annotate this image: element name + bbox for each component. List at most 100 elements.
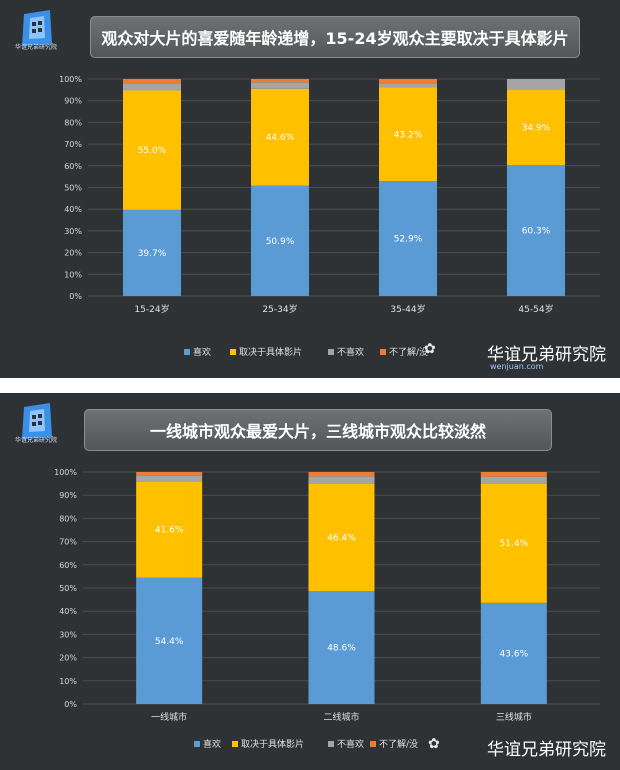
logo-text: 华谊兄弟研究院 xyxy=(14,437,57,444)
bar-segment xyxy=(379,83,437,88)
y-tick-label: 50% xyxy=(59,584,77,593)
bar-segment xyxy=(507,89,565,166)
legend-label: 取决于具体影片 xyxy=(241,738,304,750)
bar-segment xyxy=(251,88,309,186)
chart-title: 一线城市观众最爱大片，三线城市观众比较淡然 xyxy=(84,409,552,451)
logo-icon xyxy=(22,403,52,439)
legend-swatch xyxy=(370,741,376,747)
bar-segment xyxy=(308,476,375,484)
y-tick-label: 90% xyxy=(59,491,77,500)
category-label: 25-34岁 xyxy=(262,303,297,315)
y-tick-label: 30% xyxy=(59,630,77,639)
bar-segment xyxy=(507,79,565,90)
bar-segment xyxy=(308,472,375,477)
y-tick-label: 0% xyxy=(69,292,82,301)
data-label: 43.6% xyxy=(500,649,529,659)
logo-text: 华谊兄弟研究院 xyxy=(14,44,57,51)
legend-label: 喜欢 xyxy=(193,346,211,358)
data-label: 44.6% xyxy=(266,133,295,143)
watermark-text: 华谊兄弟研究院 xyxy=(487,740,606,760)
y-tick-label: 20% xyxy=(59,654,77,663)
data-label: 43.2% xyxy=(394,130,423,140)
y-tick-label: 20% xyxy=(64,249,82,258)
bar-segment xyxy=(480,483,547,603)
legend-swatch xyxy=(232,741,238,747)
bar-segment xyxy=(507,165,565,296)
legend-label: 不了解/没 xyxy=(379,738,418,750)
bar-segment xyxy=(251,79,309,83)
y-tick-label: 10% xyxy=(59,677,77,686)
wechat-icon: ✿ xyxy=(424,341,436,357)
data-label: 48.6% xyxy=(327,644,356,654)
chart-panel-city: 华谊兄弟研究院 一线城市观众最爱大片，三线城市观众比较淡然 0% 10% 20% 30… xyxy=(0,393,620,770)
y-tick-label: 100% xyxy=(59,75,82,84)
y-tick-label: 70% xyxy=(64,140,82,149)
data-label: 60.3% xyxy=(522,227,551,237)
y-tick-label: 80% xyxy=(64,118,82,127)
data-label: 39.7% xyxy=(138,249,167,259)
legend-swatch xyxy=(230,349,236,355)
data-label: 55.0% xyxy=(138,146,167,156)
data-label: 50.9% xyxy=(266,237,295,247)
bar-segment xyxy=(123,79,181,84)
chart-title: 观众对大片的喜爱随年龄递增，15-24岁观众主要取决于具体影片 xyxy=(90,16,580,58)
bar-segment xyxy=(136,472,203,476)
y-tick-label: 70% xyxy=(59,538,77,547)
bar-segment xyxy=(379,87,437,182)
y-tick-label: 60% xyxy=(59,561,77,570)
category-label: 45-54岁 xyxy=(518,303,553,315)
bar-segment xyxy=(123,83,181,91)
bar-segment xyxy=(251,185,309,296)
y-tick-label: 40% xyxy=(59,607,77,616)
legend-label: 不了解/没 xyxy=(389,346,428,358)
y-tick-label: 90% xyxy=(64,97,82,106)
data-label: 34.9% xyxy=(522,123,551,133)
bar-segment xyxy=(480,476,547,484)
data-label: 52.9% xyxy=(394,235,423,245)
legend-swatch xyxy=(380,349,386,355)
bar-segment xyxy=(136,481,203,578)
legend-swatch xyxy=(328,349,334,355)
bar-segment xyxy=(123,209,181,296)
category-label: 15-24岁 xyxy=(134,303,169,315)
bar-segment xyxy=(379,181,437,296)
data-label: 51.4% xyxy=(500,539,529,549)
y-tick-label: 60% xyxy=(64,162,82,171)
y-tick-label: 80% xyxy=(59,514,77,523)
y-tick-label: 30% xyxy=(64,227,82,236)
stacked-bar-chart-city: 0% 10% 20% 30% 40% 50% 60% 70% 80% 90% 100% 54.4% 41… xyxy=(54,468,600,750)
data-label: 46.4% xyxy=(327,533,356,543)
bar-segment xyxy=(480,602,547,704)
legend-swatch xyxy=(184,349,190,355)
y-tick-label: 50% xyxy=(64,184,82,193)
category-label: 三线城市 xyxy=(496,711,532,723)
stacked-bar-chart-age: 0% 10% 20% 30% 40% 50% 60% 70% 80% 90% 100% 39.7% 55… xyxy=(59,75,600,358)
bar-segment xyxy=(136,577,203,704)
category-label: 一线城市 xyxy=(151,711,187,723)
y-tick-label: 0% xyxy=(64,700,77,709)
legend-swatch xyxy=(328,741,334,747)
legend-label: 取决于具体影片 xyxy=(239,346,302,358)
bar-segment xyxy=(308,591,375,704)
y-tick-label: 10% xyxy=(64,270,82,279)
watermark-sub: wenjuan.com xyxy=(490,362,544,371)
bar-segment xyxy=(308,483,375,592)
y-tick-label: 40% xyxy=(64,205,82,214)
data-label: 41.6% xyxy=(155,526,184,536)
data-label: 54.4% xyxy=(155,637,184,647)
legend-label: 喜欢 xyxy=(203,738,221,750)
legend-label: 不喜欢 xyxy=(337,346,364,358)
bar-segment xyxy=(136,475,203,482)
legend-label: 不喜欢 xyxy=(337,738,364,750)
watermark-text: 华谊兄弟研究院 xyxy=(487,345,606,365)
category-label: 二线城市 xyxy=(323,711,359,723)
bar-segment xyxy=(251,82,309,89)
chart-panel-age: 华谊兄弟研究院 观众对大片的喜爱随年龄递增，15-24岁观众主要取决于具体影片 … xyxy=(0,0,620,378)
bar-segment xyxy=(123,90,181,210)
logo-icon xyxy=(22,10,52,46)
y-tick-label: 100% xyxy=(54,468,77,477)
bar-segment xyxy=(480,472,547,477)
bar-segment xyxy=(379,79,437,84)
category-label: 35-44岁 xyxy=(390,303,425,315)
wechat-icon: ✿ xyxy=(428,736,440,752)
